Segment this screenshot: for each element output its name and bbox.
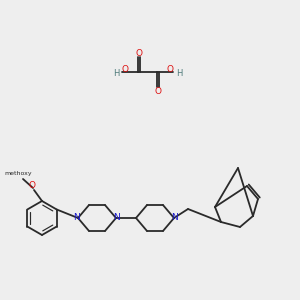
Text: methoxy: methoxy [4, 172, 32, 176]
Text: O: O [122, 64, 128, 74]
Text: H: H [113, 68, 119, 77]
Text: O: O [167, 64, 173, 74]
Text: N: N [172, 214, 178, 223]
Text: O: O [28, 181, 35, 190]
Text: N: N [74, 214, 80, 223]
Text: H: H [176, 68, 182, 77]
Text: O: O [154, 88, 161, 97]
Text: N: N [114, 214, 120, 223]
Text: O: O [136, 49, 142, 58]
